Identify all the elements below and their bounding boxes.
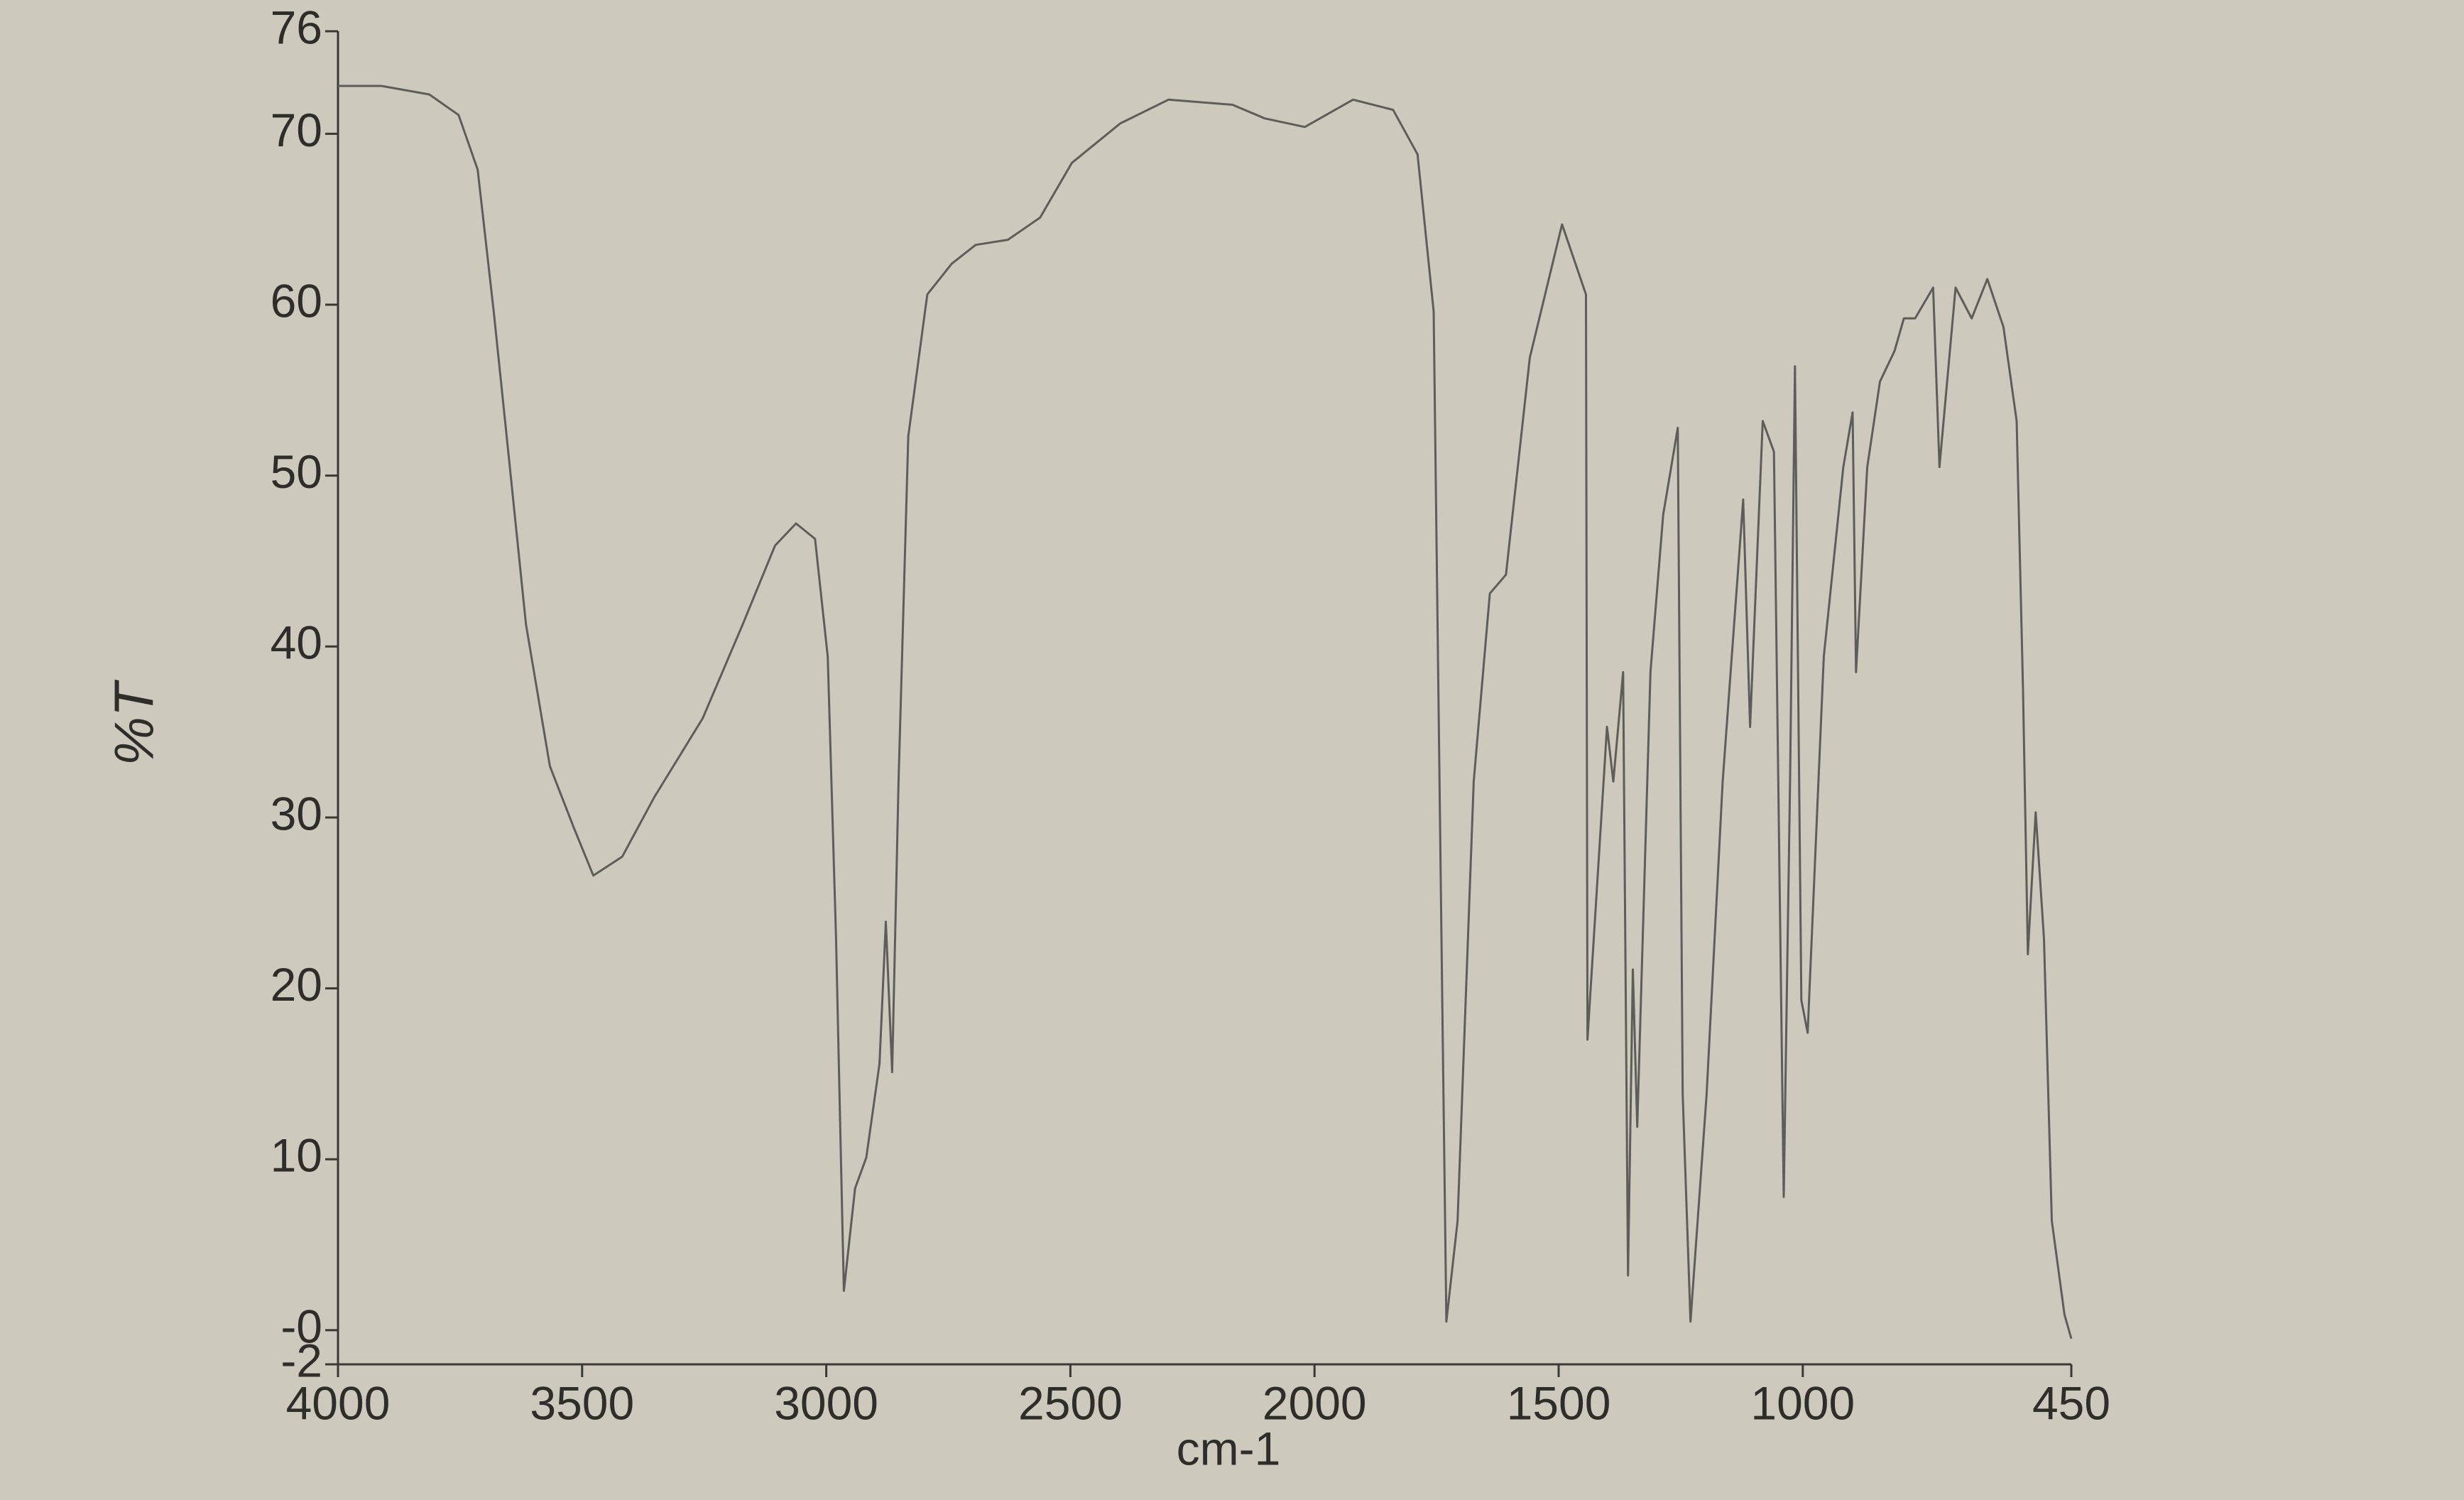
y-tick-label: -0 — [280, 1300, 322, 1352]
spectrum-line — [338, 85, 2073, 1339]
y-tick-label: 70 — [271, 104, 322, 156]
y-axis-label: %T — [103, 679, 165, 766]
x-axis-label: cm-1 — [1177, 1422, 1281, 1474]
x-tick-label: 2500 — [1018, 1376, 1123, 1429]
x-tick-label: 3500 — [530, 1376, 634, 1429]
x-tick-label: 4000 — [286, 1376, 391, 1429]
x-tick-label: 2000 — [1263, 1376, 1367, 1429]
x-tick-label: 1500 — [1507, 1376, 1611, 1429]
x-tick-label: 3000 — [774, 1376, 878, 1429]
y-tick-label: 76 — [271, 1, 322, 53]
y-tick-label: 10 — [271, 1129, 322, 1182]
y-tick-label: 20 — [271, 958, 322, 1011]
y-tick-label: 30 — [271, 787, 322, 839]
x-tick-label: 450 — [2032, 1376, 2110, 1429]
y-tick-label: -2 — [280, 1334, 322, 1386]
y-tick-label: 50 — [271, 445, 322, 498]
y-tick-label: 60 — [271, 274, 322, 327]
x-tick-label: 1000 — [1750, 1376, 1855, 1429]
y-tick-label: 40 — [271, 616, 322, 669]
